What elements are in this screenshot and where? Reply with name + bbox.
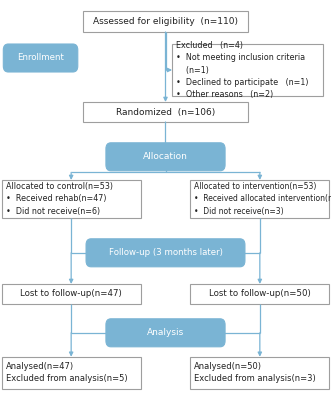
FancyBboxPatch shape (2, 357, 141, 389)
FancyBboxPatch shape (190, 284, 329, 304)
FancyBboxPatch shape (190, 357, 329, 389)
Text: Allocated to intervention(n=53)
•  Received allocated intervention(n=50)
•  Did : Allocated to intervention(n=53) • Receiv… (194, 182, 331, 216)
FancyBboxPatch shape (2, 284, 141, 304)
Text: Analysed(n=47)
Excluded from analysis(n=5): Analysed(n=47) Excluded from analysis(n=… (6, 362, 127, 383)
Text: Analysis: Analysis (147, 328, 184, 337)
FancyBboxPatch shape (3, 44, 78, 72)
FancyBboxPatch shape (83, 102, 248, 122)
Text: Analysed(n=50)
Excluded from analysis(n=3): Analysed(n=50) Excluded from analysis(n=… (194, 362, 316, 383)
Text: Assessed for eligibility  (n=110): Assessed for eligibility (n=110) (93, 17, 238, 26)
FancyBboxPatch shape (106, 319, 225, 347)
FancyBboxPatch shape (83, 11, 248, 32)
Text: Follow-up (3 months later): Follow-up (3 months later) (109, 248, 222, 257)
FancyBboxPatch shape (106, 143, 225, 171)
Text: Lost to follow-up(n=50): Lost to follow-up(n=50) (209, 290, 311, 298)
Text: Allocation: Allocation (143, 152, 188, 161)
Text: Excluded   (n=4)
•  Not meeting inclusion criteria
    (n=1)
•  Declined to part: Excluded (n=4) • Not meeting inclusion c… (176, 41, 308, 99)
Text: Allocated to control(n=53)
•  Received rehab(n=47)
•  Did not receive(n=6): Allocated to control(n=53) • Received re… (6, 182, 113, 216)
Text: Lost to follow-up(n=47): Lost to follow-up(n=47) (20, 290, 122, 298)
FancyBboxPatch shape (172, 44, 323, 96)
Text: Randomized  (n=106): Randomized (n=106) (116, 108, 215, 116)
Text: Enrollment: Enrollment (17, 54, 64, 62)
FancyBboxPatch shape (2, 180, 141, 218)
FancyBboxPatch shape (190, 180, 329, 218)
FancyBboxPatch shape (86, 239, 245, 267)
